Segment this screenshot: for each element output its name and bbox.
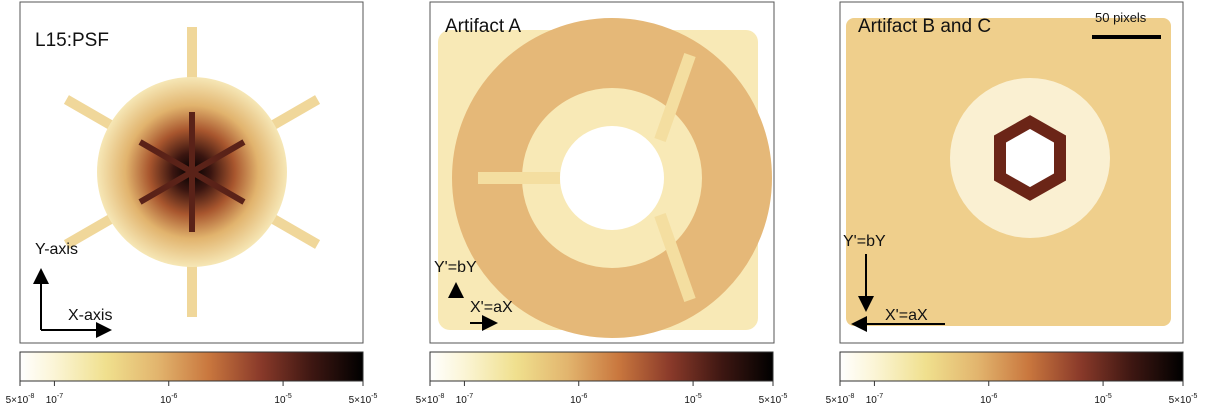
tick-exponent: -6 — [991, 393, 997, 400]
colorbar-tick-label: 10-6 — [570, 393, 587, 406]
tick-mantissa: 5×10 — [759, 395, 782, 406]
tick-mantissa: 10 — [456, 395, 468, 406]
colorbar-tick-label: 10-6 — [980, 393, 997, 406]
scale-bar-label: 50 pixels — [1095, 10, 1147, 25]
tick-mantissa: 5×10 — [416, 395, 439, 406]
tick-mantissa: 5×10 — [349, 395, 372, 406]
tick-exponent: -5 — [696, 393, 702, 400]
colorbar-tick-label: 10-7 — [46, 393, 63, 406]
tick-exponent: -8 — [28, 393, 34, 400]
tick-mantissa: 5×10 — [6, 395, 29, 406]
colorbar-gradient — [20, 352, 363, 381]
tick-mantissa: 10 — [570, 395, 582, 406]
tick-exponent: -6 — [581, 393, 587, 400]
colorbar-tick-label: 5×10-8 — [826, 393, 855, 406]
panel-artifact-a: Artifact A Y'=bY X'=aX — [430, 2, 774, 343]
tick-exponent: -6 — [171, 393, 177, 400]
panel-title: Artifact A — [445, 16, 521, 37]
tick-mantissa: 10 — [160, 395, 172, 406]
panel-psf: L15:PSF Y-axis X-axis — [20, 2, 363, 343]
arrow-label: X'=aX — [470, 299, 513, 316]
tick-exponent: -5 — [781, 393, 787, 400]
tick-exponent: -5 — [286, 393, 292, 400]
arrow-label: X-axis — [68, 307, 112, 324]
colorbar-tick-label: 10-5 — [1094, 393, 1111, 406]
colorbar-tick-label: 10-5 — [684, 393, 701, 406]
tick-mantissa: 10 — [274, 395, 286, 406]
colorbar-tick-label: 5×10-8 — [6, 393, 35, 406]
tick-mantissa: 10 — [684, 395, 696, 406]
colorbar-tick-label: 10-7 — [866, 393, 883, 406]
tick-mantissa: 10 — [46, 395, 58, 406]
figure: L15:PSF Y-axis X-axis Artifact A Y'=bY X… — [0, 0, 1207, 415]
tick-exponent: -8 — [848, 393, 854, 400]
colorbar-tick-label: 5×10-5 — [759, 393, 788, 406]
panel-title: L15:PSF — [35, 30, 109, 51]
colorbar-tick-label: 5×10-5 — [349, 393, 378, 406]
colorbar-tick-label: 5×10-5 — [1169, 393, 1198, 406]
tick-mantissa: 5×10 — [826, 395, 849, 406]
tick-exponent: -8 — [438, 393, 444, 400]
arrow-label: X'=aX — [885, 307, 928, 324]
arrow-label: Y-axis — [35, 241, 78, 258]
colorbar-tick-label: 10-6 — [160, 393, 177, 406]
colorbar-tick-label: 10-7 — [456, 393, 473, 406]
tick-exponent: -7 — [877, 393, 883, 400]
tick-mantissa: 10 — [866, 395, 878, 406]
artifact-hole — [560, 126, 664, 230]
panel-title: Artifact B and C — [858, 16, 991, 37]
tick-mantissa: 5×10 — [1169, 395, 1192, 406]
arrow-label: Y'=bY — [434, 259, 477, 276]
tick-mantissa: 10 — [980, 395, 992, 406]
panel-artifact-bc: Artifact B and C 50 pixels Y'=bY X'=aX — [840, 2, 1183, 343]
artifact-hexagon — [1000, 122, 1060, 194]
tick-exponent: -5 — [371, 393, 377, 400]
tick-exponent: -7 — [467, 393, 473, 400]
colorbar-gradient — [430, 352, 773, 381]
arrow-label: Y'=bY — [843, 233, 886, 250]
colorbar-tick-label: 5×10-8 — [416, 393, 445, 406]
tick-exponent: -7 — [57, 393, 63, 400]
tick-exponent: -5 — [1106, 393, 1112, 400]
colorbar-gradient — [840, 352, 1183, 381]
tick-mantissa: 10 — [1094, 395, 1106, 406]
colorbar-tick-label: 10-5 — [274, 393, 291, 406]
tick-exponent: -5 — [1191, 393, 1197, 400]
